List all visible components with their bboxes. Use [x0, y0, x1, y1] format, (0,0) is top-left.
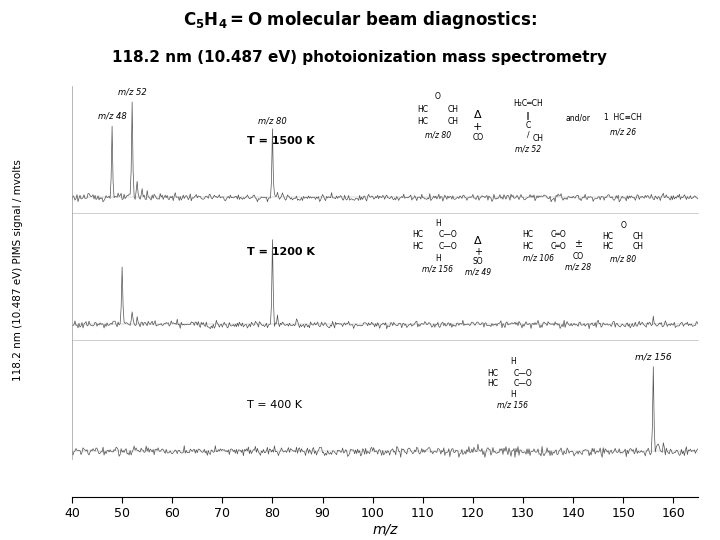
- Text: C═O: C═O: [550, 242, 566, 251]
- Text: HC: HC: [523, 242, 534, 251]
- Text: m/z 80: m/z 80: [258, 116, 287, 125]
- Text: CH: CH: [447, 105, 459, 114]
- Text: m/z 80: m/z 80: [425, 131, 451, 140]
- Text: m/z 156: m/z 156: [498, 401, 528, 410]
- Text: C═O: C═O: [550, 231, 566, 239]
- X-axis label: m/z: m/z: [372, 523, 398, 537]
- Text: HC: HC: [487, 379, 498, 388]
- Text: ±: ±: [574, 239, 582, 249]
- Text: HC: HC: [418, 105, 428, 114]
- Text: m/z 52: m/z 52: [118, 87, 146, 96]
- Text: SO: SO: [472, 258, 483, 267]
- Text: C—O: C—O: [513, 379, 532, 388]
- Text: T = 1500 K: T = 1500 K: [248, 137, 315, 146]
- Text: C: C: [526, 121, 531, 130]
- Text: H₂C═CH: H₂C═CH: [513, 99, 543, 107]
- Text: HC: HC: [418, 117, 428, 126]
- Text: H: H: [510, 390, 516, 399]
- Text: ∥: ∥: [526, 110, 530, 119]
- Text: CH: CH: [633, 232, 644, 241]
- Text: HC: HC: [523, 231, 534, 239]
- Text: CO: CO: [472, 132, 483, 141]
- Text: m/z 49: m/z 49: [465, 267, 491, 276]
- Text: T = 1200 K: T = 1200 K: [248, 247, 315, 257]
- Text: HC: HC: [413, 231, 423, 239]
- Text: CH: CH: [447, 117, 459, 126]
- Text: HC: HC: [413, 242, 423, 251]
- Text: HC: HC: [603, 232, 613, 241]
- Text: m/z 156: m/z 156: [635, 353, 672, 361]
- Text: H: H: [510, 357, 516, 366]
- Text: O: O: [435, 92, 441, 101]
- Text: 1  HC≡CH: 1 HC≡CH: [604, 113, 642, 122]
- Text: m/z 26: m/z 26: [610, 127, 636, 137]
- Text: m/z 80: m/z 80: [610, 254, 636, 264]
- Text: C—O: C—O: [438, 231, 457, 239]
- Text: +: +: [473, 122, 482, 132]
- Text: and/or: and/or: [566, 113, 590, 122]
- Text: O: O: [621, 221, 626, 230]
- Text: CO: CO: [572, 252, 584, 261]
- Text: m/z 28: m/z 28: [565, 262, 591, 271]
- Text: HC: HC: [487, 369, 498, 378]
- Text: Δ: Δ: [474, 236, 482, 246]
- Text: Δ: Δ: [474, 110, 482, 120]
- Text: m/z 106: m/z 106: [523, 254, 554, 262]
- Text: 118.2 nm (10.487 eV) PIMS signal / mvolts: 118.2 nm (10.487 eV) PIMS signal / mvolt…: [13, 159, 23, 381]
- Text: C—O: C—O: [438, 242, 457, 251]
- Text: H: H: [435, 219, 441, 228]
- Text: CH: CH: [633, 242, 644, 251]
- Text: 118.2 nm (10.487 eV) photoionization mass spectrometry: 118.2 nm (10.487 eV) photoionization mas…: [112, 50, 608, 65]
- Text: H: H: [435, 254, 441, 262]
- Text: +: +: [474, 247, 482, 257]
- Text: m/z 52: m/z 52: [515, 144, 541, 153]
- Text: m/z 48: m/z 48: [98, 111, 127, 120]
- Text: CH: CH: [533, 134, 544, 144]
- Text: m/z 156: m/z 156: [423, 264, 454, 273]
- Text: C—O: C—O: [513, 369, 532, 378]
- Text: HC: HC: [603, 242, 613, 251]
- Text: T = 400 K: T = 400 K: [248, 400, 302, 410]
- Text: ∕: ∕: [527, 131, 529, 140]
- Text: $\mathbf{C_5H_4}\mathbf{=O}$ molecular beam diagnostics:: $\mathbf{C_5H_4}\mathbf{=O}$ molecular b…: [183, 9, 537, 31]
